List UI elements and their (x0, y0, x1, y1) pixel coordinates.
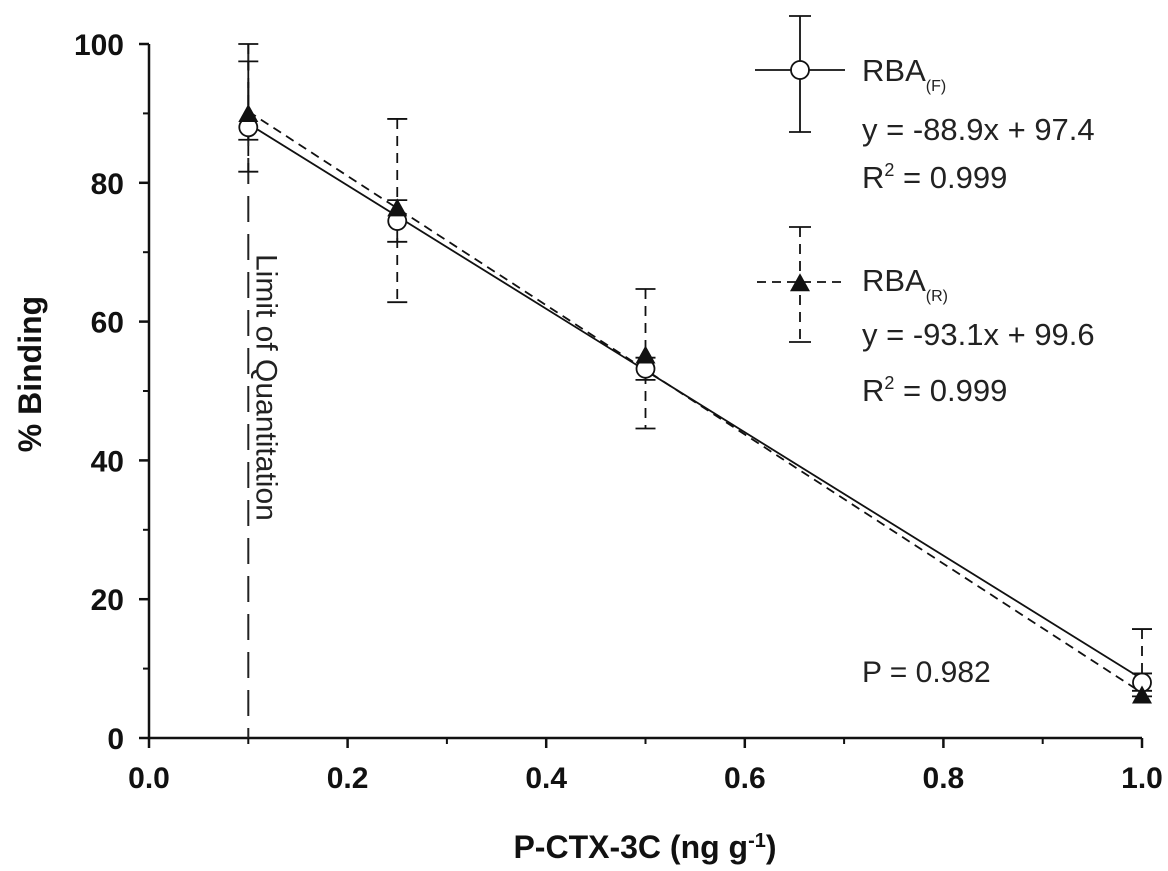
x-tick-label: 0.8 (923, 762, 965, 795)
r2-rba-f: R2 = 0.999 (862, 160, 1007, 195)
x-tick-label: 0.2 (327, 762, 369, 795)
legend-label-rba-r: RBA(R) (862, 263, 948, 305)
y-tick-label: 20 (91, 584, 124, 617)
legend-name-rba-r: RBA (862, 263, 926, 298)
legend-sub-rba-f: (F) (926, 78, 946, 95)
y-axis-title: % Binding (12, 296, 48, 452)
y-tick-label: 60 (91, 307, 124, 340)
legend-name-rba-f: RBA (862, 53, 926, 88)
x-axis-title-sup: -1 (748, 830, 766, 852)
data-point-rba-r (387, 198, 408, 217)
data-point-rba-r (1132, 685, 1152, 704)
equation-rba-f: y = -88.9x + 97.4 (862, 112, 1095, 147)
loq-label: Limit of Quantitation (249, 254, 282, 521)
legend-sub-rba-r: (R) (926, 288, 948, 305)
y-tick-label: 80 (91, 168, 124, 201)
y-tick-label: 40 (91, 445, 124, 478)
legend-label-rba-f: RBA(F) (862, 53, 946, 95)
r2-sup-rba-f: 2 (884, 160, 894, 180)
legend-marker-rba-r (790, 273, 810, 292)
axes (139, 42, 1144, 748)
legend: RBA(F) y = -88.9x + 97.4 R2 = 0.999 RBA(… (755, 15, 1095, 408)
data-point-rba-r (238, 103, 259, 122)
x-axis-title-close: ) (766, 829, 777, 865)
limit-of-quantitation: Limit of Quantitation (247, 44, 282, 738)
data-point-rba-r (635, 345, 656, 364)
x-axis-title-main: P-CTX-3C (ng g (513, 829, 748, 865)
r2-prefix-rba-r: R (862, 373, 884, 408)
x-tick-label: 0.0 (128, 762, 170, 795)
r2-value-rba-f: = 0.999 (894, 160, 1007, 195)
p-value-label: P = 0.982 (862, 656, 991, 689)
data-markers (238, 103, 1152, 704)
x-tick-label: 0.6 (724, 762, 766, 795)
equation-rba-r: y = -93.1x + 99.6 (862, 317, 1095, 352)
x-tick-label: 1.0 (1121, 762, 1163, 795)
r2-rba-r: R2 = 0.999 (862, 373, 1007, 408)
x-tick-label: 0.4 (525, 762, 567, 795)
tick-labels: 0.0 0.2 0.4 0.6 0.8 1.0 0 20 40 60 80 100 (74, 29, 1163, 795)
fit-line-rba-r (247, 110, 1143, 694)
legend-marker-rba-f (790, 60, 810, 80)
x-axis-title: P-CTX-3C (ng g-1) (513, 829, 776, 865)
fit-lines (247, 110, 1143, 694)
y-tick-label: 0 (107, 723, 124, 756)
legend-symbol-rba-f (755, 15, 845, 133)
r2-sup-rba-r: 2 (884, 373, 894, 393)
r2-value-rba-r: = 0.999 (894, 373, 1007, 408)
legend-symbol-rba-r (757, 226, 845, 343)
y-tick-label: 100 (74, 29, 124, 62)
r2-prefix-rba-f: R (862, 160, 884, 195)
